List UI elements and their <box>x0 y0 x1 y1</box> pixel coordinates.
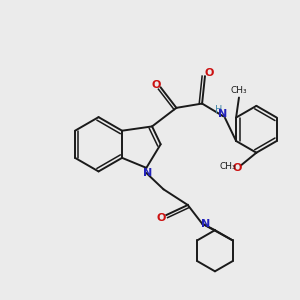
Text: O: O <box>232 164 242 173</box>
Text: N: N <box>143 168 152 178</box>
Text: CH₃: CH₃ <box>220 162 236 171</box>
Text: H: H <box>215 105 222 115</box>
Text: N: N <box>218 109 228 118</box>
Text: N: N <box>201 219 210 229</box>
Text: CH₃: CH₃ <box>231 86 247 95</box>
Text: O: O <box>205 68 214 78</box>
Text: O: O <box>157 213 166 223</box>
Text: O: O <box>152 80 161 90</box>
